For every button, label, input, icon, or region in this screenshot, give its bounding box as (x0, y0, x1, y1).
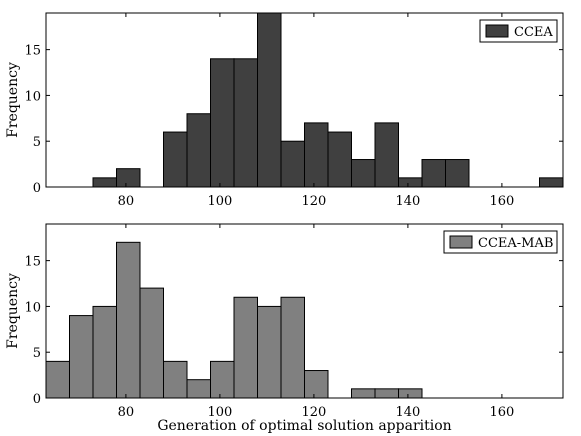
histogram-bar (398, 177, 423, 188)
histogram-bar (374, 122, 399, 188)
x-tick-label: 100 (207, 194, 232, 209)
histogram-bar (92, 177, 117, 188)
histogram-bar (257, 12, 282, 188)
x-axis-label: Generation of optimal solution apparitio… (157, 418, 451, 434)
axes-frame (45, 12, 564, 188)
histogram-bar (186, 113, 211, 188)
x-tick-label: 120 (301, 405, 326, 420)
histogram-bar (210, 58, 235, 188)
axes-frame (45, 223, 564, 399)
legend: CCEA-MAB (443, 230, 558, 254)
histogram-bar (421, 159, 446, 188)
y-tick-label: 10 (24, 300, 41, 315)
legend-label: CCEA (514, 25, 553, 40)
histogram-bar (351, 388, 376, 399)
histogram-bar (351, 159, 376, 188)
y-tick-label: 15 (24, 255, 41, 270)
x-tick-label: 160 (489, 405, 514, 420)
histogram-bar (374, 388, 399, 399)
histogram-bar (233, 296, 258, 399)
histogram-bar (92, 305, 117, 399)
y-axis-label: Frequency (5, 273, 21, 349)
y-tick-label: 0 (33, 181, 41, 196)
y-axis-label: Frequency (5, 62, 21, 138)
histogram-bar (163, 360, 188, 399)
legend: CCEA (479, 19, 558, 43)
x-tick-label: 140 (395, 194, 420, 209)
x-tick-label: 120 (301, 194, 326, 209)
histogram-bar (186, 379, 211, 399)
y-tick-label: 5 (33, 135, 41, 150)
histogram-bar (45, 360, 70, 399)
histogram-bar (233, 58, 258, 188)
histogram-bar (116, 168, 141, 188)
y-tick-label: 5 (33, 346, 41, 361)
y-tick-label: 15 (24, 44, 41, 59)
histogram-bar (327, 131, 352, 188)
x-tick-label: 80 (118, 194, 135, 209)
x-tick-label: 160 (489, 194, 514, 209)
histogram-bar (210, 360, 235, 399)
x-tick-label: 80 (118, 405, 135, 420)
histogram-bar (539, 177, 564, 188)
histogram-bar (304, 122, 329, 188)
y-tick-label: 0 (33, 392, 41, 407)
histogram-bar (280, 140, 305, 188)
histogram-bar (163, 131, 188, 188)
legend-label: CCEA-MAB (478, 236, 553, 251)
histogram-bar (304, 370, 329, 399)
x-tick-label: 140 (395, 405, 420, 420)
histogram-bar (257, 305, 282, 399)
histogram-bar (69, 315, 94, 399)
histogram-bar (280, 296, 305, 399)
histogram-bar (398, 388, 423, 399)
y-tick-label: 10 (24, 89, 41, 104)
legend-swatch (449, 235, 473, 249)
x-tick-label: 100 (207, 405, 232, 420)
histogram-bar (445, 159, 470, 188)
histogram-bar (116, 241, 141, 399)
histogram-bar (139, 287, 164, 399)
legend-swatch (485, 24, 509, 38)
